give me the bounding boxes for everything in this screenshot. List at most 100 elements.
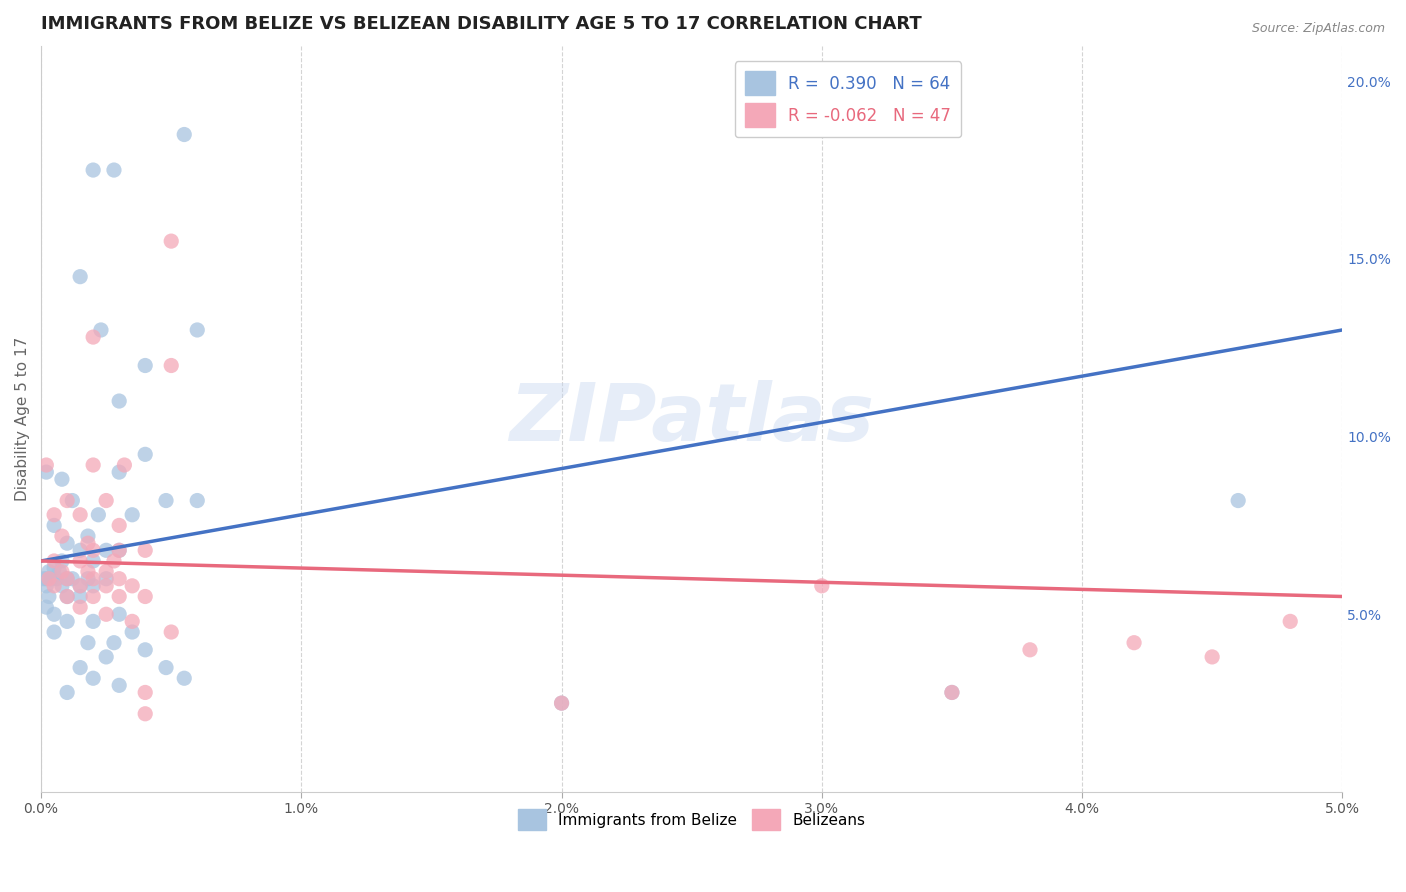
Point bbox=[186, 493, 208, 508]
Point bbox=[108, 543, 131, 558]
Point bbox=[82, 572, 104, 586]
Point bbox=[96, 649, 118, 664]
Point bbox=[42, 508, 65, 522]
Point bbox=[941, 685, 963, 699]
Point bbox=[121, 615, 143, 629]
Point bbox=[60, 493, 83, 508]
Point bbox=[550, 696, 572, 710]
Point bbox=[69, 508, 91, 522]
Point bbox=[69, 543, 91, 558]
Point bbox=[112, 458, 135, 472]
Point bbox=[82, 330, 104, 344]
Point bbox=[38, 572, 60, 586]
Point bbox=[56, 615, 79, 629]
Point bbox=[134, 543, 156, 558]
Point bbox=[134, 642, 156, 657]
Point bbox=[96, 579, 118, 593]
Point bbox=[82, 590, 104, 604]
Point bbox=[82, 554, 104, 568]
Point bbox=[96, 565, 118, 579]
Point bbox=[173, 128, 195, 142]
Point bbox=[41, 572, 63, 586]
Point bbox=[56, 493, 79, 508]
Point bbox=[69, 269, 91, 284]
Point bbox=[77, 636, 100, 650]
Point bbox=[155, 660, 177, 674]
Point bbox=[1201, 649, 1223, 664]
Point bbox=[82, 671, 104, 685]
Point bbox=[69, 590, 91, 604]
Point bbox=[96, 543, 118, 558]
Point bbox=[82, 615, 104, 629]
Point bbox=[42, 625, 65, 640]
Point bbox=[941, 685, 963, 699]
Point bbox=[77, 536, 100, 550]
Point bbox=[69, 660, 91, 674]
Point bbox=[103, 554, 125, 568]
Point bbox=[121, 579, 143, 593]
Point bbox=[173, 671, 195, 685]
Point bbox=[42, 518, 65, 533]
Point bbox=[56, 572, 79, 586]
Point bbox=[56, 685, 79, 699]
Point bbox=[56, 590, 79, 604]
Point bbox=[56, 590, 79, 604]
Point bbox=[60, 572, 83, 586]
Point bbox=[108, 394, 131, 409]
Y-axis label: Disability Age 5 to 17: Disability Age 5 to 17 bbox=[15, 336, 30, 501]
Point bbox=[69, 579, 91, 593]
Point bbox=[82, 579, 104, 593]
Point bbox=[550, 696, 572, 710]
Point bbox=[56, 536, 79, 550]
Point bbox=[108, 543, 131, 558]
Point bbox=[42, 554, 65, 568]
Point bbox=[69, 579, 91, 593]
Point bbox=[134, 447, 156, 461]
Point bbox=[51, 529, 73, 543]
Point bbox=[51, 565, 73, 579]
Point bbox=[121, 508, 143, 522]
Point bbox=[56, 572, 79, 586]
Point bbox=[155, 493, 177, 508]
Point bbox=[96, 493, 118, 508]
Point bbox=[90, 323, 112, 337]
Point bbox=[134, 706, 156, 721]
Point bbox=[108, 572, 131, 586]
Point bbox=[42, 607, 65, 622]
Point bbox=[134, 685, 156, 699]
Point bbox=[108, 607, 131, 622]
Point bbox=[810, 579, 832, 593]
Point bbox=[32, 572, 55, 586]
Point bbox=[108, 678, 131, 692]
Point bbox=[1019, 642, 1042, 657]
Point bbox=[108, 465, 131, 479]
Point bbox=[35, 465, 58, 479]
Text: IMMIGRANTS FROM BELIZE VS BELIZEAN DISABILITY AGE 5 TO 17 CORRELATION CHART: IMMIGRANTS FROM BELIZE VS BELIZEAN DISAB… bbox=[41, 15, 922, 33]
Point bbox=[87, 508, 110, 522]
Legend: Immigrants from Belize, Belizeans: Immigrants from Belize, Belizeans bbox=[512, 803, 872, 837]
Point bbox=[77, 572, 100, 586]
Point bbox=[35, 572, 58, 586]
Point bbox=[96, 572, 118, 586]
Point bbox=[48, 565, 70, 579]
Point bbox=[1123, 636, 1146, 650]
Point bbox=[103, 636, 125, 650]
Point bbox=[42, 579, 65, 593]
Point bbox=[103, 163, 125, 178]
Point bbox=[69, 554, 91, 568]
Point bbox=[77, 529, 100, 543]
Point bbox=[51, 472, 73, 486]
Point bbox=[160, 625, 183, 640]
Point bbox=[82, 163, 104, 178]
Point bbox=[160, 359, 183, 373]
Point bbox=[38, 565, 60, 579]
Point bbox=[42, 561, 65, 575]
Point bbox=[35, 458, 58, 472]
Point bbox=[51, 554, 73, 568]
Point bbox=[51, 579, 73, 593]
Point bbox=[96, 607, 118, 622]
Point bbox=[121, 625, 143, 640]
Text: Source: ZipAtlas.com: Source: ZipAtlas.com bbox=[1251, 22, 1385, 36]
Point bbox=[108, 590, 131, 604]
Point bbox=[35, 579, 58, 593]
